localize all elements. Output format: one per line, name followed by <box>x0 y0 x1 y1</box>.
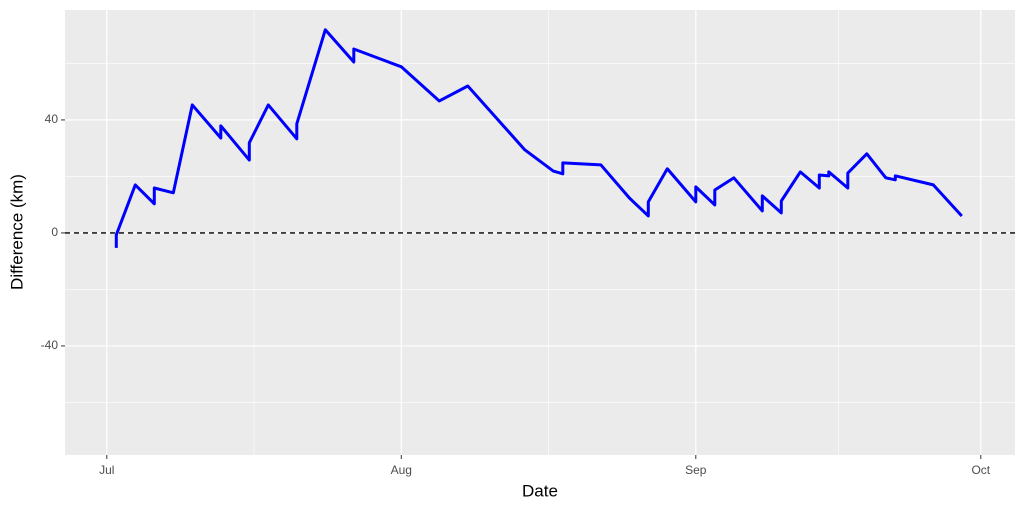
y-axis-title: Difference (km) <box>7 174 26 290</box>
x-axis-title: Date <box>522 481 558 500</box>
x-tick-label: Jul <box>99 463 114 477</box>
y-tick-label: -40 <box>41 338 59 352</box>
y-tick-label: 0 <box>51 225 58 239</box>
x-tick-label: Oct <box>971 463 990 477</box>
x-tick-label: Aug <box>391 463 412 477</box>
y-tick-label: 40 <box>45 112 59 126</box>
x-tick-label: Sep <box>685 463 707 477</box>
data-line <box>114 28 963 248</box>
